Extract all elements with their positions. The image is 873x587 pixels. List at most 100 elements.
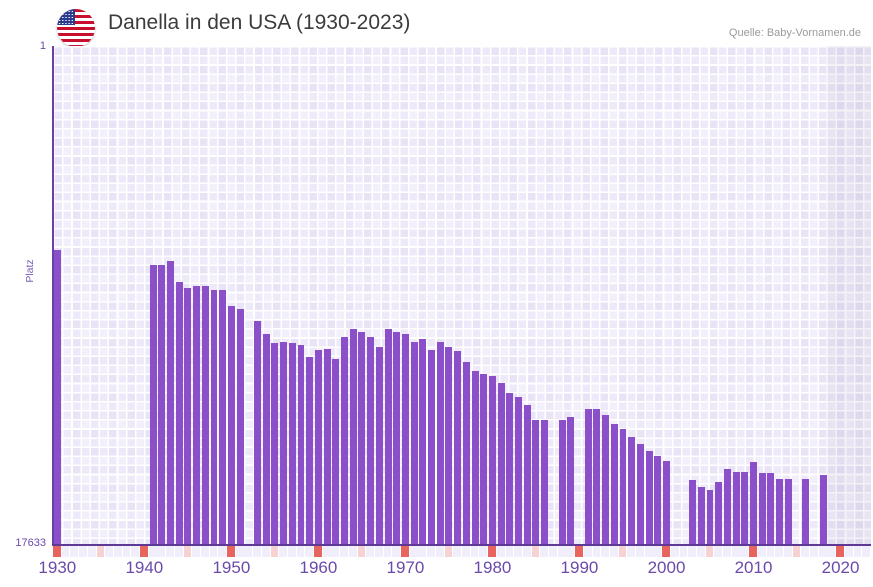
bar[interactable] (784, 478, 792, 545)
bar[interactable] (149, 265, 157, 545)
bar[interactable] (567, 417, 575, 545)
bar[interactable] (280, 341, 288, 545)
bar[interactable] (532, 419, 540, 545)
bar[interactable] (506, 392, 514, 545)
x-axis-tick (296, 546, 305, 557)
x-axis-tick (644, 546, 653, 557)
bar[interactable] (445, 346, 453, 545)
bar[interactable] (654, 456, 662, 545)
bar[interactable] (497, 383, 505, 545)
bar[interactable] (593, 409, 601, 545)
bar[interactable] (697, 487, 705, 545)
bar[interactable] (462, 361, 470, 545)
bar[interactable] (367, 336, 375, 545)
x-axis-tick (827, 546, 836, 557)
x-axis-tick (383, 546, 392, 557)
bar[interactable] (488, 375, 496, 545)
bar[interactable] (271, 343, 279, 545)
bar[interactable] (715, 481, 723, 545)
bar[interactable] (767, 473, 775, 545)
x-axis-tick (366, 546, 375, 557)
bar[interactable] (750, 462, 757, 545)
bar[interactable] (410, 341, 418, 545)
bar[interactable] (332, 359, 340, 545)
bar[interactable] (732, 471, 740, 545)
bar[interactable] (758, 473, 766, 545)
bar[interactable] (236, 309, 244, 545)
x-axis-tick (810, 546, 818, 557)
bar[interactable] (610, 424, 618, 545)
x-axis-labels: 1930 1940 1950 1960 1970 1980 1990 2000 2010 2020 (0, 558, 873, 586)
bar[interactable] (541, 419, 549, 545)
bar[interactable] (227, 305, 235, 545)
bar[interactable] (436, 341, 444, 545)
bar[interactable] (558, 419, 566, 545)
bar[interactable] (802, 478, 810, 545)
x-axis-tick (540, 546, 549, 557)
bar[interactable] (306, 357, 314, 545)
bar[interactable] (288, 343, 296, 545)
x-axis-tick (757, 546, 766, 557)
bar[interactable] (619, 429, 627, 545)
x-axis-tick (244, 546, 253, 557)
bar[interactable] (645, 450, 653, 545)
bar[interactable] (776, 478, 784, 545)
x-axis-tick (522, 546, 531, 557)
x-axis-tick (505, 546, 514, 557)
x-axis-tick (235, 546, 244, 557)
x-axis-tick (322, 546, 331, 557)
bar[interactable] (166, 261, 174, 545)
x-axis-tick (435, 546, 444, 557)
x-axis-tick (227, 546, 235, 557)
bar[interactable] (628, 436, 636, 545)
bar[interactable] (689, 480, 697, 545)
bar[interactable] (819, 474, 827, 545)
y-axis-tick-top: 1 (39, 40, 46, 52)
bar[interactable] (341, 336, 348, 545)
x-axis-tick (401, 546, 409, 557)
bar[interactable] (175, 281, 183, 545)
bar[interactable] (393, 331, 401, 545)
bar[interactable] (471, 371, 479, 545)
bar[interactable] (262, 334, 270, 545)
x-axis-tick (87, 546, 96, 557)
bar[interactable] (314, 349, 322, 545)
bar[interactable] (254, 320, 261, 545)
bar[interactable] (210, 289, 218, 545)
x-axis-label: 1940 (125, 558, 164, 577)
bar[interactable] (636, 444, 644, 545)
bar[interactable] (349, 329, 357, 545)
bar[interactable] (401, 334, 409, 545)
bar[interactable] (515, 397, 523, 545)
bar[interactable] (419, 339, 427, 545)
bar[interactable] (480, 373, 488, 545)
bar[interactable] (323, 348, 331, 545)
x-axis-tick (157, 546, 166, 557)
bar[interactable] (428, 350, 435, 545)
y-axis-title: Platz (24, 259, 36, 283)
bar[interactable] (219, 289, 227, 545)
bar[interactable] (454, 351, 462, 545)
bar[interactable] (358, 332, 366, 545)
bar[interactable] (297, 344, 305, 545)
no-data-region-overlay (827, 46, 871, 545)
bar[interactable] (193, 285, 201, 545)
bar[interactable] (584, 409, 592, 545)
bar[interactable] (602, 414, 610, 545)
bar[interactable] (158, 265, 166, 545)
x-axis-tick (601, 546, 610, 557)
bar[interactable] (741, 471, 749, 545)
bar[interactable] (663, 460, 670, 545)
bar[interactable] (384, 329, 392, 545)
bar[interactable] (706, 490, 714, 545)
x-axis-tick (783, 546, 792, 557)
bar[interactable] (375, 346, 383, 545)
bar[interactable] (723, 469, 731, 545)
x-axis-tick (270, 546, 279, 557)
bar[interactable] (53, 249, 61, 545)
bar[interactable] (523, 405, 531, 545)
x-axis-tick (357, 546, 366, 557)
x-axis-tick (113, 546, 122, 557)
bar[interactable] (201, 285, 209, 545)
bar[interactable] (184, 288, 192, 545)
